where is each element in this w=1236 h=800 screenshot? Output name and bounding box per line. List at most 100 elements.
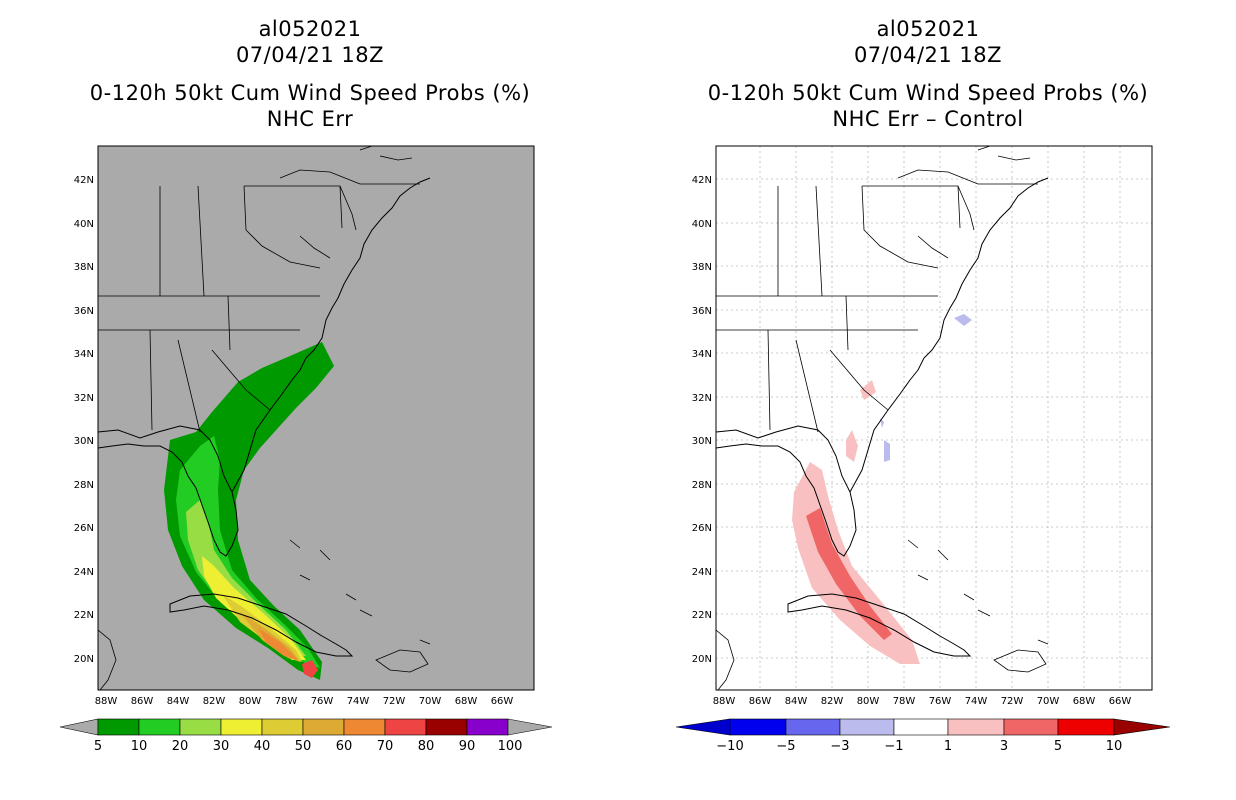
left-lon-label: 74W	[347, 696, 370, 707]
left-lon-label: 88W	[95, 696, 118, 707]
right-map: 42N 40N 38N 36N 34N 32N 30N 28N 26N 24N …	[692, 145, 1153, 707]
left-lon-label: 84W	[167, 696, 190, 707]
left-lat-label: 30N	[74, 436, 94, 447]
left-lat-axis: 42N 40N 38N 36N 34N 32N 30N 28N 26N 24N …	[74, 175, 94, 665]
right-colorbar-label: −3	[830, 739, 849, 754]
right-lat-axis: 42N 40N 38N 36N 34N 32N 30N 28N 26N 24N …	[692, 175, 712, 665]
left-lat-label: 34N	[74, 349, 94, 360]
left-colorbar-swatch	[343, 718, 386, 736]
left-lat-label: 28N	[74, 480, 94, 491]
right-lon-label: 84W	[785, 696, 808, 707]
left-colorbar-swatch	[425, 718, 468, 736]
right-datetime: 07/04/21 18Z	[853, 43, 1003, 67]
left-datetime: 07/04/21 18Z	[235, 43, 385, 67]
left-colorbar-label: 80	[418, 739, 435, 754]
left-lon-label: 68W	[455, 696, 478, 707]
right-colorbar-low-arrow	[675, 718, 731, 736]
diff-1-3-area-north	[846, 380, 876, 462]
right-lat-label: 20N	[692, 654, 712, 665]
diff-3-5-area	[806, 508, 892, 640]
left-lat-label: 20N	[74, 654, 94, 665]
right-product-title: 0-120h 50kt Cum Wind Speed Probs (%)	[707, 81, 1149, 105]
right-lon-label: 68W	[1073, 696, 1096, 707]
left-colorbar-label: 50	[295, 739, 312, 754]
right-lat-label: 28N	[692, 480, 712, 491]
right-gridlines	[716, 146, 1152, 690]
left-lon-label: 82W	[203, 696, 226, 707]
right-lat-label: 24N	[692, 567, 712, 578]
diff-neg1-neg3-area	[880, 314, 972, 462]
left-map-frame	[97, 145, 535, 691]
left-storm-id: al052021	[258, 17, 362, 41]
left-lon-label: 70W	[419, 696, 442, 707]
left-colorbar-swatch	[384, 718, 427, 736]
prob-70-80-area	[302, 660, 318, 678]
right-lon-label: 70W	[1037, 696, 1060, 707]
right-lat-label: 42N	[692, 175, 712, 186]
left-lat-label: 40N	[74, 219, 94, 230]
right-colorbar-swatch	[1003, 718, 1059, 736]
left-colorbar-swatch	[97, 718, 140, 736]
right-colorbar-label: 3	[1000, 739, 1008, 754]
right-lon-axis: 88W 86W 84W 82W 80W 78W 76W 74W 72W 70W …	[713, 696, 1132, 707]
left-colorbar-label: 70	[377, 739, 394, 754]
left-product-title: 0-120h 50kt Cum Wind Speed Probs (%)	[89, 81, 531, 105]
left-colorbar-swatch	[138, 718, 181, 736]
left-lat-label: 26N	[74, 523, 94, 534]
right-lon-label: 82W	[821, 696, 844, 707]
left-lat-label: 36N	[74, 306, 94, 317]
right-map-frame	[715, 145, 1153, 691]
diff-1-3-area	[792, 462, 920, 664]
right-colorbar: −10 −5 −3 −1 1 3 5 10	[675, 718, 1171, 754]
right-lon-label: 74W	[965, 696, 988, 707]
right-lon-label: 66W	[1109, 696, 1132, 707]
right-lat-label: 40N	[692, 219, 712, 230]
left-colorbar-label: 90	[459, 739, 476, 754]
left-lat-label: 24N	[74, 567, 94, 578]
right-lat-label: 32N	[692, 393, 712, 404]
right-colorbar-swatch	[1057, 718, 1115, 736]
prob-60-70-area	[258, 628, 298, 660]
left-lat-label: 22N	[74, 610, 94, 621]
left-colorbar-label: 60	[336, 739, 353, 754]
left-lon-label: 76W	[311, 696, 334, 707]
left-colorbar-swatch	[179, 718, 222, 736]
right-lat-label: 26N	[692, 523, 712, 534]
left-colorbar-label: 100	[498, 739, 523, 754]
right-colorbar-label: 10	[1106, 739, 1123, 754]
right-lat-label: 34N	[692, 349, 712, 360]
right-colorbar-label: −10	[716, 739, 743, 754]
right-colorbar-label: 1	[944, 739, 952, 754]
left-lon-axis: 88W 86W 84W 82W 80W 78W 76W 74W 72W 70W …	[95, 696, 514, 707]
right-colorbar-label: 5	[1054, 739, 1062, 754]
left-lat-label: 32N	[74, 393, 94, 404]
left-colorbar-swatch	[302, 718, 345, 736]
right-colorbar-swatch	[839, 718, 895, 736]
left-lon-label: 86W	[131, 696, 154, 707]
prob-5-10-area	[164, 342, 334, 680]
right-lon-label: 78W	[893, 696, 916, 707]
right-colorbar-label: −1	[884, 739, 903, 754]
left-colorbar-label: 30	[213, 739, 230, 754]
right-colorbar-swatch	[785, 718, 841, 736]
right-lon-label: 80W	[857, 696, 880, 707]
left-map-background	[98, 146, 534, 690]
left-colorbar-label: 20	[172, 739, 189, 754]
left-lon-label: 78W	[275, 696, 298, 707]
prob-10-20-area	[176, 436, 320, 668]
left-colorbar: 5 10 20 30 40 50 60 70 80 90 100	[59, 718, 553, 754]
right-colorbar-high-arrow	[1113, 718, 1171, 736]
left-colorbar-label: 40	[254, 739, 271, 754]
left-lon-label: 72W	[383, 696, 406, 707]
left-lat-label: 38N	[74, 262, 94, 273]
right-colorbar-swatch	[893, 718, 949, 736]
left-colorbar-low-arrow	[59, 718, 99, 736]
right-colorbar-label: −5	[776, 739, 795, 754]
left-colorbar-high-arrow	[507, 718, 553, 736]
right-panel-title: al052021 07/04/21 18Z 0-120h 50kt Cum Wi…	[668, 16, 1188, 132]
right-map-background	[716, 146, 1152, 690]
left-panel-title: al052021 07/04/21 18Z 0-120h 50kt Cum Wi…	[50, 16, 570, 132]
left-lon-label: 80W	[239, 696, 262, 707]
right-lat-label: 38N	[692, 262, 712, 273]
